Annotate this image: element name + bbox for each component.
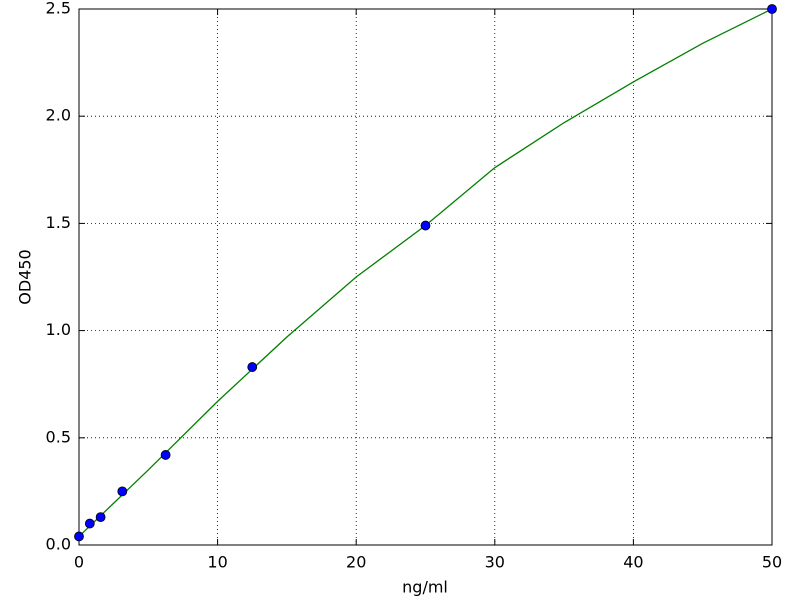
x-tick-label: 50 xyxy=(762,553,782,572)
data-point xyxy=(247,362,258,372)
x-tick-label: 30 xyxy=(485,553,505,572)
data-point xyxy=(95,512,106,523)
x-tick-label: 40 xyxy=(623,553,643,572)
data-point xyxy=(420,220,431,231)
x-axis-label: ng/ml xyxy=(402,578,448,597)
y-tick-label: 0.0 xyxy=(46,535,71,554)
data-point xyxy=(84,518,95,529)
y-tick-label: 1.5 xyxy=(46,213,71,232)
fit-curve xyxy=(78,8,773,537)
y-tick-label: 2.5 xyxy=(46,0,71,18)
data-point xyxy=(160,450,171,460)
data-point xyxy=(74,531,84,542)
y-axis-label: OD450 xyxy=(16,249,35,304)
x-tick-label: 0 xyxy=(74,553,84,572)
data-point xyxy=(117,486,128,497)
y-tick-label: 1.0 xyxy=(46,320,71,339)
data-point xyxy=(767,4,777,14)
x-tick-label: 20 xyxy=(346,553,366,572)
y-tick-label: 0.5 xyxy=(46,427,71,446)
x-tick-label: 10 xyxy=(207,553,227,572)
y-tick-label: 2.0 xyxy=(46,106,71,125)
plot-frame xyxy=(78,8,773,546)
